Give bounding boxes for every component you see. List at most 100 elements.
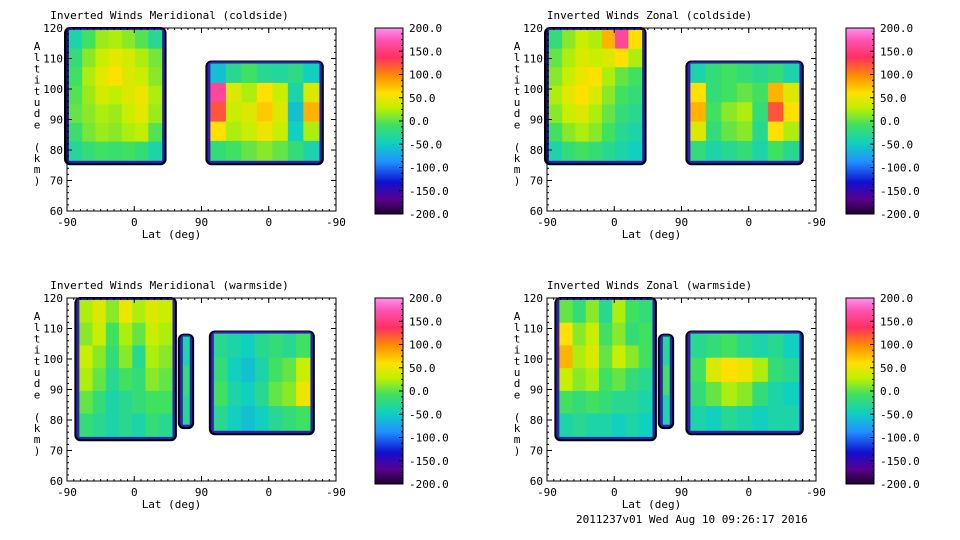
- data-cell: [69, 104, 83, 124]
- data-cell: [108, 48, 123, 68]
- data-cell: [601, 30, 616, 50]
- data-cell: [92, 322, 107, 347]
- data-cell: [736, 406, 753, 431]
- data-region-2: [657, 333, 675, 430]
- data-cell: [132, 368, 147, 392]
- data-cell: [588, 48, 603, 68]
- data-cell: [108, 104, 123, 124]
- data-cell: [287, 140, 304, 161]
- data-cell: [599, 413, 613, 437]
- colorbar-tick-label: 200.0: [880, 22, 913, 35]
- data-cell: [79, 322, 94, 347]
- data-cell: [601, 67, 616, 87]
- x-tick-label: 0: [265, 216, 272, 229]
- data-cell: [736, 82, 753, 103]
- data-cell: [296, 357, 311, 383]
- data-cell: [95, 123, 110, 143]
- data-cell: [225, 140, 242, 161]
- colorbar-tick-label: -200.0: [880, 208, 920, 221]
- data-cell: [158, 322, 173, 347]
- data-region-2: [685, 60, 804, 166]
- data-cell: [752, 406, 769, 431]
- x-tick-label: 90: [195, 216, 208, 229]
- y-axis-label-char: e: [34, 118, 41, 131]
- data-cell: [303, 63, 320, 84]
- data-cell: [628, 30, 643, 50]
- y-axis-label-char: d: [514, 107, 521, 120]
- x-tick-label: -90: [57, 486, 77, 499]
- y-axis-label-char: t: [514, 355, 521, 368]
- data-cell: [148, 30, 163, 50]
- data-cell: [625, 345, 640, 369]
- data-cell: [119, 390, 133, 415]
- y-axis-label-char: m: [34, 433, 41, 446]
- chart-panel-1: 60 70 80 90 100 110 120 -90 0 90 0 -90 Inverted Wind…: [34, 9, 449, 241]
- colorbar-tick-label: 50.0: [409, 92, 436, 105]
- colorbar-tick-label: -50.0: [880, 138, 913, 151]
- data-cell: [135, 123, 149, 143]
- data-cell: [158, 413, 173, 437]
- data-cell: [287, 102, 304, 123]
- x-tick-label: -90: [806, 486, 826, 499]
- y-axis-label-char: A: [34, 310, 41, 323]
- data-cell: [705, 63, 722, 84]
- data-cell: [662, 365, 670, 396]
- data-cell: [254, 357, 270, 383]
- colorbar-tick-label: 0.0: [880, 385, 900, 398]
- y-tick-label: 60: [50, 475, 63, 488]
- y-axis-label-char: (: [514, 141, 521, 154]
- data-cell: [690, 406, 707, 431]
- data-cell: [549, 141, 563, 161]
- data-cell: [256, 63, 273, 84]
- x-tick-label: 0: [745, 216, 752, 229]
- data-cell: [148, 123, 163, 143]
- data-cell: [588, 123, 603, 143]
- colorbar-tick-label: -150.0: [880, 455, 920, 468]
- data-cell: [549, 48, 563, 68]
- data-cell: [105, 390, 120, 415]
- data-cell: [119, 300, 133, 324]
- colorbar-gradient: [845, 27, 875, 215]
- data-cell: [690, 357, 707, 383]
- colorbar-tick-label: -100.0: [880, 432, 920, 445]
- colorbar-tick-label: -150.0: [409, 455, 449, 468]
- y-axis-label-char: l: [34, 321, 41, 334]
- data-cell: [108, 30, 123, 50]
- data-cell: [108, 123, 123, 143]
- data-cell: [132, 300, 147, 324]
- data-cell: [625, 368, 640, 392]
- data-cell: [135, 104, 149, 124]
- colorbar-tick-label: 150.0: [880, 45, 913, 58]
- data-cell: [615, 85, 629, 105]
- data-cell: [752, 102, 769, 123]
- y-tick-label: 110: [43, 323, 63, 336]
- data-cell: [721, 406, 738, 431]
- data-cell: [601, 123, 616, 143]
- colorbar: 200.0 150.0 100.0 50.0 0.0 -50.0 -100.0 -150.0 -…: [845, 292, 920, 491]
- data-cell: [227, 381, 242, 407]
- chart-title: Inverted Winds Meridional (warmside): [50, 279, 288, 292]
- data-cell: [752, 381, 769, 407]
- y-tick-label: 70: [530, 445, 543, 458]
- data-cell: [95, 30, 110, 50]
- data-cell: [241, 82, 258, 103]
- data-cell: [158, 345, 173, 369]
- data-cell: [767, 82, 784, 103]
- y-tick-label: 70: [50, 175, 63, 188]
- y-tick-label: 120: [523, 22, 543, 35]
- data-cell: [132, 345, 147, 369]
- data-cell: [575, 141, 590, 161]
- data-cell: [105, 413, 120, 437]
- data-cell: [625, 413, 640, 437]
- data-cell: [585, 300, 600, 324]
- data-cell: [599, 390, 613, 415]
- data-cell: [612, 413, 627, 437]
- y-axis-label-char: e: [34, 388, 41, 401]
- y-axis-label-char: t: [34, 62, 41, 75]
- data-cell: [625, 390, 640, 415]
- data-cell: [638, 413, 653, 437]
- data-cell: [256, 82, 273, 103]
- y-tick-label: 100: [523, 353, 543, 366]
- data-cell: [575, 104, 590, 124]
- data-cell: [241, 140, 258, 161]
